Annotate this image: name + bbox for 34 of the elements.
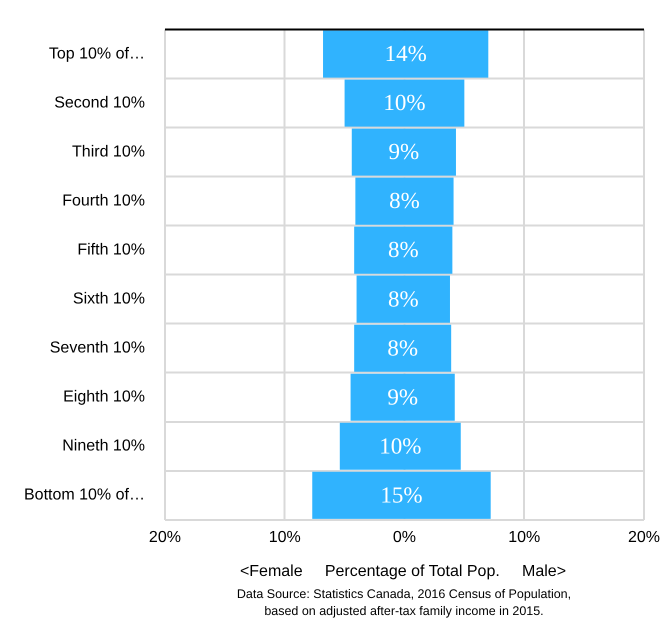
data-label: 14%	[384, 41, 427, 66]
y-tick-label: Fourth 10%	[62, 192, 145, 210]
x-tick-label: 10%	[268, 528, 301, 546]
source-note: Data Source: Statistics Canada, 2016 Census of Population, based on adjusted after-tax family income in 2015.	[236, 586, 572, 620]
data-label: 8%	[388, 237, 419, 262]
y-tick-label: Fifth 10%	[77, 242, 145, 259]
data-label: 15%	[380, 482, 423, 508]
bar	[355, 178, 454, 225]
x-tick-label: 20%	[628, 528, 660, 546]
y-tick-label: Third 10%	[72, 144, 145, 161]
data-label: 8%	[387, 335, 418, 360]
x-tick-label: 20%	[148, 528, 181, 546]
x-tick-label: 10%	[508, 528, 540, 546]
x-axis-title: <Female Percentage of Total Pop. Male>	[238, 563, 568, 581]
y-tick-label: Bottom 10% of…	[24, 486, 145, 504]
y-tick-label: Second 10%	[54, 94, 145, 112]
bar	[354, 226, 452, 274]
data-label: 10%	[379, 433, 422, 458]
bar	[352, 128, 456, 176]
y-tick-label: Nineth 10%	[62, 438, 145, 455]
y-tick-label: Eighth 10%	[63, 388, 145, 406]
bar	[323, 30, 488, 78]
bar	[312, 472, 491, 519]
data-label: 8%	[389, 188, 420, 214]
data-label: 8%	[388, 286, 419, 312]
y-tick-label: Seventh 10%	[50, 340, 145, 357]
bar	[356, 276, 450, 323]
data-label: 9%	[388, 139, 420, 164]
y-tick-label: Top 10% of…	[48, 46, 145, 63]
data-label: 10%	[383, 90, 426, 116]
data-label: 9%	[387, 384, 418, 410]
x-tick-label: 0%	[392, 528, 416, 546]
bar	[344, 80, 464, 127]
y-tick-label: Sixth 10%	[72, 290, 145, 308]
